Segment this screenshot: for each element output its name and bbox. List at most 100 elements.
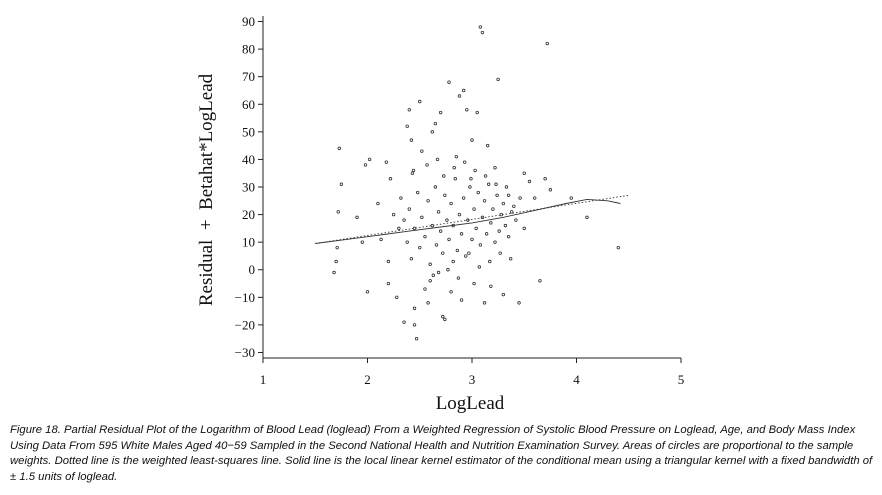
data-point	[412, 323, 417, 327]
data-point	[435, 157, 440, 162]
data-point	[428, 279, 432, 283]
data-point	[545, 41, 549, 46]
data-point	[489, 221, 493, 225]
data-point	[585, 215, 589, 220]
data-point	[386, 259, 391, 264]
data-point	[409, 138, 414, 142]
data-point	[466, 218, 470, 222]
data-point	[418, 99, 422, 104]
partial-residual-plot: −30 −20 −10 0 10 20 30 40 50 60 70 80 90 1 2 3 4 5 LogLea…	[196, 14, 684, 414]
data-point	[441, 251, 445, 255]
y-tick-label: 40	[242, 152, 255, 167]
data-point	[433, 121, 438, 126]
data-point	[461, 196, 466, 200]
data-point	[501, 201, 506, 206]
data-point	[336, 210, 340, 214]
y-tick-label: 50	[242, 124, 255, 139]
data-point	[478, 25, 483, 29]
data-point	[407, 108, 411, 112]
y-tick-label: 80	[242, 42, 255, 57]
y-tick-label: 60	[242, 97, 255, 112]
data-point	[414, 336, 419, 341]
data-point	[423, 287, 427, 291]
data-point	[462, 160, 467, 164]
data-point	[405, 124, 409, 129]
data-point	[441, 314, 445, 319]
data-point	[411, 168, 416, 173]
data-point	[476, 190, 480, 195]
y-tick-label: −30	[235, 345, 255, 360]
data-point	[407, 207, 411, 211]
data-point	[423, 234, 427, 239]
data-point	[496, 77, 500, 82]
data-point	[457, 212, 462, 217]
data-point	[420, 149, 424, 153]
data-point	[487, 182, 491, 186]
data-point	[482, 199, 487, 203]
data-point	[522, 171, 526, 175]
data-point	[459, 298, 464, 302]
data-point	[508, 257, 513, 261]
data-point	[445, 218, 449, 222]
data-point	[395, 295, 399, 300]
data-point	[480, 30, 485, 35]
data-point	[495, 193, 499, 197]
data-point	[503, 223, 508, 228]
data-point	[405, 240, 409, 244]
data-point	[376, 201, 380, 206]
data-point	[493, 165, 497, 170]
data-point	[412, 306, 417, 311]
data-point	[472, 281, 476, 286]
data-point	[434, 243, 439, 247]
data-point	[467, 251, 471, 255]
data-point	[355, 215, 359, 220]
data-point	[425, 163, 429, 167]
data-point	[443, 193, 447, 197]
data-point	[454, 154, 459, 159]
data-point	[391, 212, 396, 217]
data-point	[428, 262, 432, 266]
data-point	[418, 245, 422, 250]
data-point	[360, 240, 364, 244]
data-point	[494, 182, 498, 186]
data-point	[447, 237, 451, 242]
data-point	[379, 237, 383, 242]
data-point	[512, 204, 516, 209]
data-point	[475, 110, 479, 115]
y-tick-label: −10	[235, 290, 255, 305]
data-point	[438, 110, 443, 115]
data-point	[433, 185, 438, 189]
data-point	[469, 177, 473, 181]
data-point	[464, 254, 468, 258]
data-point	[332, 270, 336, 275]
x-tick-label: 1	[260, 372, 267, 387]
data-point	[436, 270, 441, 275]
data-point	[517, 301, 521, 305]
y-tick-label: 10	[242, 235, 255, 250]
y-tick-label: 0	[249, 262, 256, 277]
data-point	[518, 196, 522, 200]
data-point	[335, 245, 339, 250]
y-tick-label: 70	[242, 69, 255, 84]
data-point	[334, 259, 338, 264]
y-tick-label: −20	[235, 317, 255, 332]
data-point	[501, 292, 506, 297]
x-tick-label: 2	[364, 372, 371, 387]
data-point	[497, 229, 501, 233]
data-point	[506, 234, 511, 239]
data-point	[457, 94, 462, 98]
data-point	[484, 232, 489, 236]
data-point	[397, 226, 401, 231]
data-point	[514, 218, 518, 222]
data-point	[527, 179, 532, 184]
data-point	[438, 229, 443, 233]
data-point	[504, 185, 509, 189]
data-point	[453, 177, 457, 181]
data-point	[455, 248, 460, 253]
data-point	[470, 138, 474, 142]
data-point	[465, 108, 469, 112]
data-point	[388, 177, 393, 181]
data-point	[616, 245, 620, 250]
data-point	[420, 215, 424, 220]
data-point	[367, 157, 372, 162]
